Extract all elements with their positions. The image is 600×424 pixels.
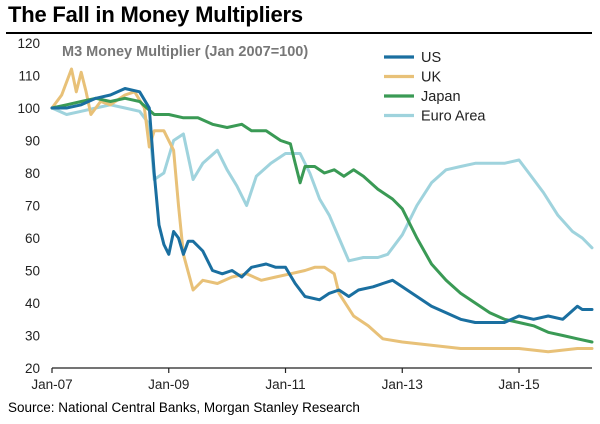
y-tick-label: 60 <box>25 231 40 246</box>
y-tick-label: 30 <box>25 329 40 344</box>
series-line-us <box>50 87 594 324</box>
legend-label: US <box>421 50 441 66</box>
x-tick-label: Jan-07 <box>31 377 72 392</box>
y-tick-label: 120 <box>17 36 40 51</box>
chart-subtitle: M3 Money Multiplier (Jan 2007=100) <box>62 44 308 60</box>
source-note: Source: National Central Banks, Morgan S… <box>8 400 360 415</box>
series-lines <box>50 67 594 354</box>
legend-label: Japan <box>421 89 461 105</box>
y-tick-label: 70 <box>25 199 40 214</box>
series-line-japan <box>50 96 594 344</box>
chart-title: The Fall in Money Multipliers <box>8 2 303 27</box>
y-tick-label: 80 <box>25 166 40 181</box>
y-tick-label: 100 <box>17 101 40 116</box>
legend-label: Euro Area <box>421 109 486 125</box>
x-tick-label: Jan-15 <box>498 377 539 392</box>
y-tick-label: 110 <box>18 69 40 84</box>
x-axis: Jan-07 Jan-09 Jan-11 Jan-13 Jan-15 <box>31 367 592 392</box>
series-line-uk <box>50 67 594 354</box>
y-tick-label: 40 <box>25 296 40 311</box>
y-tick-label: 90 <box>25 134 40 149</box>
x-tick-label: Jan-13 <box>382 377 423 392</box>
x-tick-label: Jan-09 <box>148 377 189 392</box>
x-tick-label: Jan-11 <box>265 377 305 392</box>
legend: US UK Japan Euro Area <box>384 50 486 125</box>
y-tick-label: 20 <box>25 361 40 376</box>
title-rule <box>6 32 592 34</box>
y-tick-label: 50 <box>25 264 40 279</box>
series-line-euro-area <box>50 103 594 263</box>
y-axis: 20 30 40 50 60 70 80 90 100 110 120 <box>17 36 40 376</box>
legend-label: UK <box>421 70 441 86</box>
